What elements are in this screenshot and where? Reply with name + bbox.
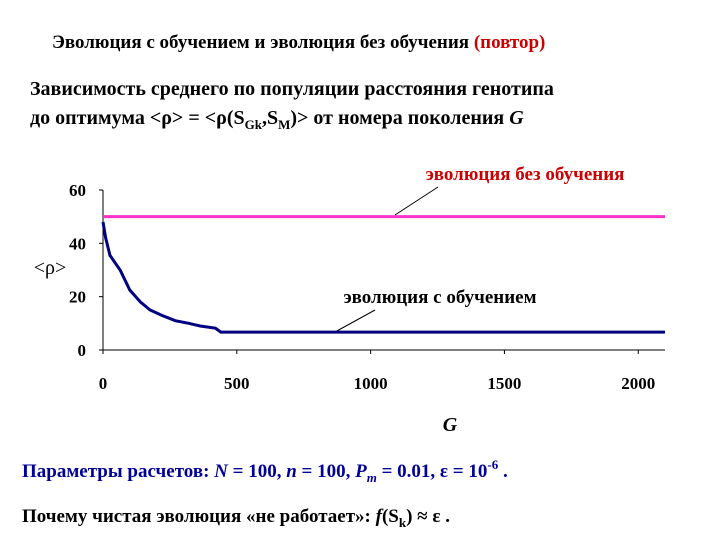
params-part: N	[213, 461, 229, 482]
x-tick-label: 500	[224, 374, 250, 393]
params-sup: -6	[487, 457, 498, 472]
y-tick-label: 60	[69, 181, 86, 200]
subtitle: до оптимума <ρ> = <ρ(SGk,SM)> от номера …	[30, 107, 524, 132]
x-axis-label: G	[443, 414, 458, 436]
params-part: = 100,	[228, 461, 286, 482]
title-text: Эволюция с обучением и эволюция без обуч…	[52, 32, 469, 53]
question-part: Почему чистая эволюция «не работает»:	[22, 506, 376, 527]
params-part: = 0.01, ε = 10	[377, 461, 488, 482]
annotation: эволюция без обучения	[426, 164, 625, 185]
title-note: (повтор)	[474, 32, 546, 53]
subtitle-sub: Gk	[245, 117, 263, 132]
question-part: (S	[382, 506, 399, 527]
subtitle-sub: M	[278, 117, 290, 132]
subtitle: Зависимость среднего по популяции рассто…	[30, 78, 554, 100]
question: Почему чистая эволюция «не работает»: f(…	[22, 506, 450, 530]
question-part: f	[376, 506, 384, 527]
params-part: Параметры расчетов:	[22, 461, 214, 482]
subtitle-part: до оптимума <ρ> = <ρ(S	[30, 107, 245, 129]
params-part: .	[498, 461, 508, 482]
x-tick-label: 0	[99, 374, 108, 393]
series-line	[101, 221, 665, 334]
annotation-pointer	[394, 186, 439, 216]
params-sub: m	[367, 470, 377, 485]
y-tick-label: 20	[69, 288, 86, 307]
params: Параметры расчетов: N = 100, n = 100, Pm…	[22, 457, 508, 485]
params-part: n	[286, 461, 297, 482]
subtitle-part: G	[509, 107, 524, 129]
subtitle-part: )> от номера поколения	[290, 107, 509, 129]
question-part: ) ≈ ε .	[406, 506, 450, 527]
params-part: = 100,	[297, 461, 355, 482]
y-axis-label: <ρ>	[34, 257, 67, 279]
x-tick-label: 2000	[621, 374, 655, 393]
subtitle-part: ,S	[262, 107, 278, 129]
annotation: эволюция с обучением	[343, 287, 536, 308]
annotation-pointer	[334, 309, 376, 333]
y-tick-label: 40	[69, 234, 86, 253]
slide-title: Эволюция с обучением и эволюция без обуч…	[52, 32, 545, 53]
question-sub: k	[399, 515, 407, 530]
y-tick-label: 0	[78, 341, 87, 360]
params-part: P	[354, 461, 367, 482]
x-tick-label: 1500	[487, 374, 521, 393]
x-tick-label: 1000	[354, 374, 388, 393]
